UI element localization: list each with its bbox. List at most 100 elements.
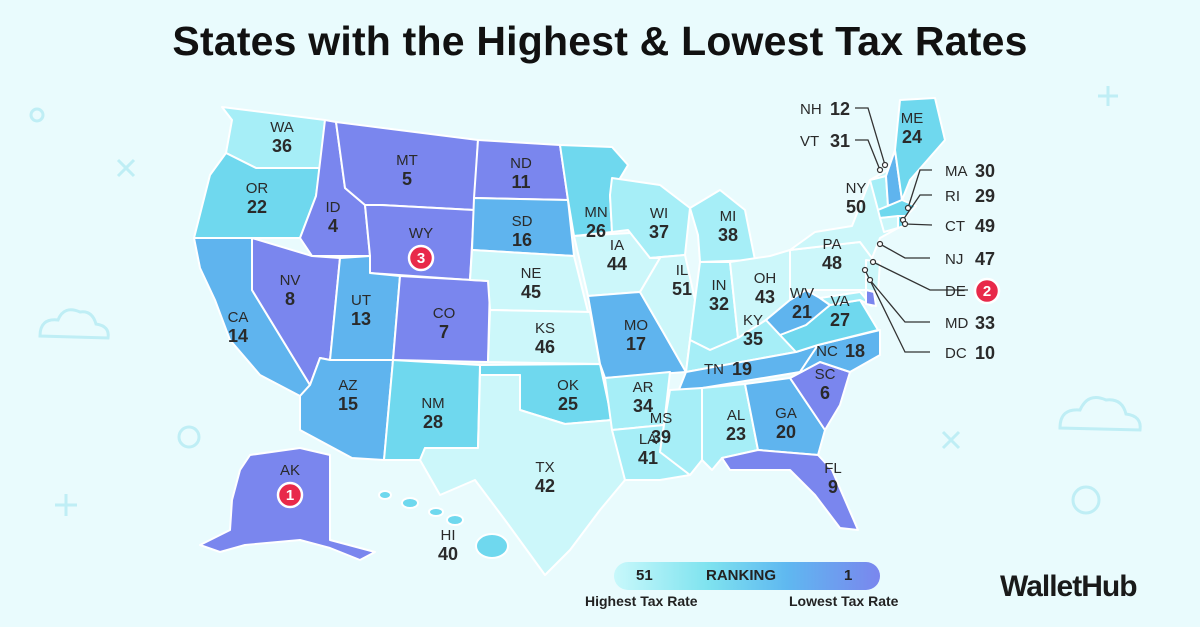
label-ny: NY: [846, 180, 867, 197]
label-il: IL: [676, 262, 689, 279]
rank-mi: 38: [718, 225, 738, 245]
label-wv: WV: [790, 285, 814, 302]
label-al: AL: [727, 407, 745, 424]
label-ri: RI: [945, 188, 960, 205]
page-title: States with the Highest & Lowest Tax Rat…: [172, 18, 1028, 64]
state-de[interactable]: [865, 289, 877, 307]
label-nc: NC: [816, 343, 838, 360]
rank-vt: 31: [830, 131, 850, 151]
label-or: OR: [246, 180, 269, 197]
rank-la: 41: [638, 448, 658, 468]
rank-mt: 5: [402, 169, 412, 189]
label-fl: FL: [824, 460, 842, 477]
state-fl[interactable]: [721, 449, 859, 531]
label-in: IN: [712, 277, 727, 294]
rank-pa: 48: [822, 253, 842, 273]
rank-ok: 25: [558, 394, 578, 414]
label-ks: KS: [535, 320, 555, 337]
label-mt: MT: [396, 152, 418, 169]
state-ma[interactable]: [877, 199, 917, 219]
label-ga: GA: [775, 405, 797, 422]
label-tx: TX: [535, 459, 554, 476]
label-dc: DC: [945, 345, 967, 362]
rank-nc: 18: [845, 341, 865, 361]
label-ak: AK: [280, 462, 300, 479]
rank-id: 4: [328, 216, 338, 236]
label-ms: MS: [650, 410, 673, 427]
label-me: ME: [901, 110, 924, 127]
label-nd: ND: [510, 155, 532, 172]
label-de: DE: [945, 283, 966, 300]
label-nh: NH: [800, 101, 822, 118]
label-vt: VT: [800, 133, 819, 150]
label-co: CO: [433, 305, 456, 322]
rank-co: 7: [439, 322, 449, 342]
state-hi[interactable]: [378, 490, 509, 559]
rank-dc: 10: [975, 343, 995, 363]
rank-ms: 39: [651, 427, 671, 447]
state-ga[interactable]: [744, 377, 826, 456]
label-pa: PA: [823, 236, 842, 253]
rank-badge-ak: [276, 481, 304, 509]
label-ca: CA: [228, 309, 249, 326]
rank-me: 24: [902, 127, 922, 147]
label-ok: OK: [557, 377, 579, 394]
legend-low-label: Lowest Tax Rate: [789, 593, 899, 609]
rank-nd: 11: [511, 172, 530, 192]
state-ct[interactable]: [879, 215, 899, 233]
state-wv[interactable]: [765, 289, 831, 336]
rank-ct: 49: [975, 216, 995, 236]
callout-lines: [855, 107, 968, 353]
rank-ny: 50: [846, 197, 866, 217]
brand-logo: WalletHub: [1000, 570, 1138, 603]
rank-wa: 36: [272, 136, 292, 156]
label-ct: CT: [945, 218, 965, 235]
label-az: AZ: [338, 377, 357, 394]
rank-fl: 9: [828, 477, 838, 497]
rank-ia: 44: [607, 254, 627, 274]
label-wy: WY: [409, 225, 433, 242]
legend-left-value: 51: [636, 567, 653, 584]
rank-nm: 28: [423, 412, 443, 432]
label-ut: UT: [351, 292, 371, 309]
rank-hi: 40: [438, 544, 458, 564]
label-va: VA: [831, 293, 850, 310]
label-ky: KY: [743, 312, 763, 329]
legend-high-label: Highest Tax Rate: [585, 593, 698, 609]
state-tx[interactable]: [419, 374, 626, 576]
rank-nj: 47: [975, 249, 995, 269]
label-nm: NM: [421, 395, 444, 412]
rank-ne: 45: [521, 282, 541, 302]
rank-tn: 19: [732, 359, 752, 379]
label-tn: TN: [704, 361, 724, 378]
rank-wv: 21: [792, 302, 812, 322]
label-id: ID: [326, 199, 341, 216]
label-wi: WI: [650, 205, 668, 222]
legend-right-value: 1: [844, 567, 853, 584]
label-ar: AR: [633, 379, 654, 396]
label-oh: OH: [754, 270, 777, 287]
rank-ga: 20: [776, 422, 796, 442]
rank-wy: 3: [417, 250, 425, 267]
label-hi: HI: [441, 527, 456, 544]
rank-al: 23: [726, 424, 746, 444]
rank-nh: 12: [830, 99, 850, 119]
label-ma: MA: [945, 163, 968, 180]
ranking-legend-bar: 51 RANKING 1: [614, 562, 880, 590]
rank-va: 27: [830, 310, 850, 330]
rank-mn: 26: [586, 221, 606, 241]
rank-de: 2: [983, 283, 991, 300]
rank-badge-de: [973, 277, 1001, 305]
rank-ar: 34: [633, 396, 653, 416]
rank-nv: 8: [285, 289, 295, 309]
decorations: [29, 86, 1142, 516]
label-ia: IA: [610, 237, 624, 254]
label-la: LA: [639, 431, 657, 448]
rank-sd: 16: [512, 230, 532, 250]
rank-ri: 29: [975, 186, 995, 206]
label-nj: NJ: [945, 251, 963, 268]
label-md: MD: [945, 315, 968, 332]
rank-sc: 6: [820, 383, 830, 403]
rank-or: 22: [247, 197, 267, 217]
rank-wi: 37: [649, 222, 669, 242]
